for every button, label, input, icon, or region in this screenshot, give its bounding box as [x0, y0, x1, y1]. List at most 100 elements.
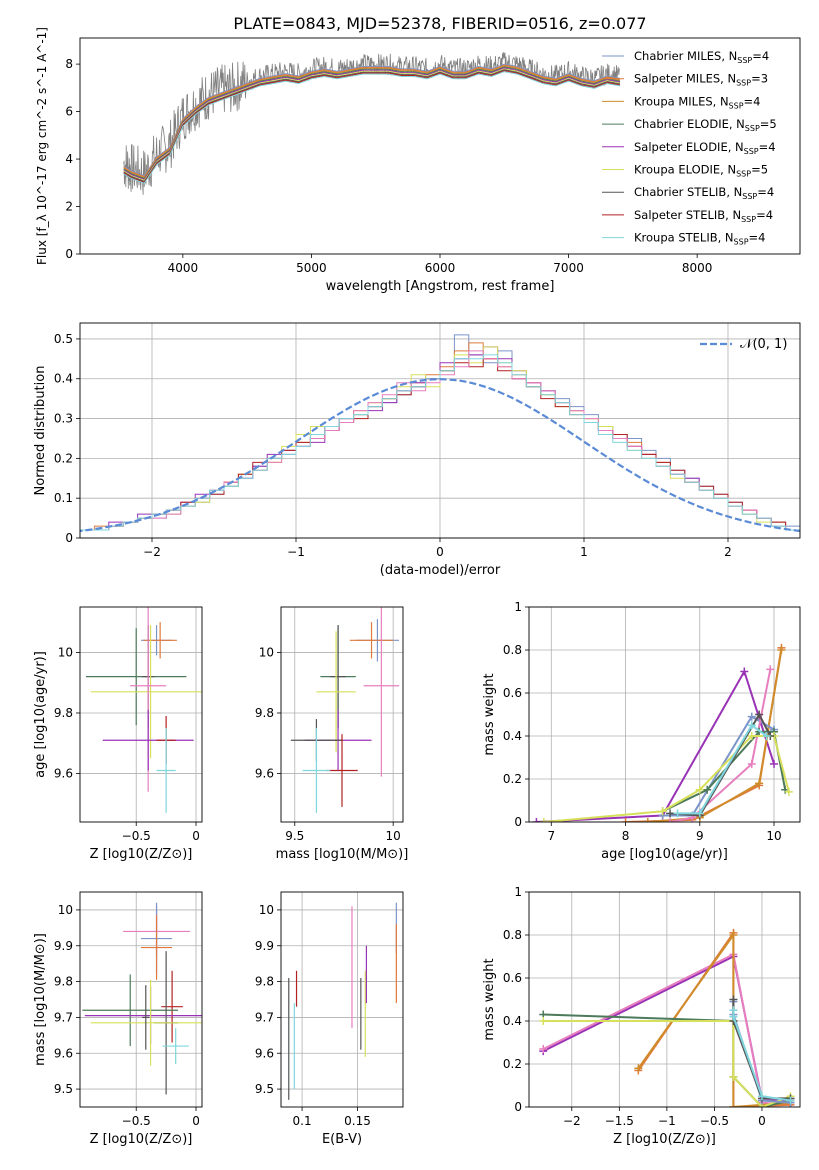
x-tick-label: 7000 [553, 261, 584, 275]
histogram-step-line [80, 354, 800, 531]
model-spectrum-line [123, 66, 621, 180]
y-tick-label: 0.4 [503, 729, 522, 743]
x-tick-label: 0 [758, 1114, 766, 1128]
y-tick-label: 0 [514, 815, 522, 829]
legend-entry-subscript: SSP [741, 215, 756, 224]
axes-frame [528, 606, 801, 823]
axes-frame [280, 606, 404, 823]
plot-area [85, 607, 202, 813]
plot-area [532, 643, 793, 822]
legend-entry-label: Kroupa ELODIE, NSSP=5 [634, 163, 768, 179]
y-axis-label: mass weight [482, 958, 497, 1040]
legend-entry-subscript: SSP [744, 147, 759, 156]
legend-entry-label: Chabrier ELODIE, NSSP=5 [634, 117, 777, 133]
y-tick-label: 0.6 [503, 686, 522, 700]
y-tick-label: 9.5 [54, 1082, 73, 1096]
x-axis-label: Z [log10(Z/Z⊙)] [90, 847, 193, 862]
plot-area [123, 51, 621, 195]
y-tick-label: 0.8 [503, 643, 522, 657]
legend-entry-subscript: SSP [736, 170, 751, 179]
y-tick-label: 4 [65, 152, 73, 166]
y-tick-label: 10 [259, 903, 274, 917]
x-tick-label: 0.15 [344, 1114, 371, 1128]
x-tick-label: 1 [580, 545, 588, 559]
legend-entry-label: Kroupa MILES, NSSP=4 [634, 94, 760, 110]
x-tick-label: 8 [622, 829, 630, 843]
x-axis-label: Z [log10(Z/Z⊙)] [90, 1132, 193, 1147]
y-tick-label: 10 [58, 645, 73, 659]
panel-z_mass: −0.5 0 9.5 9.6 9.7 9.8 9.9 10 Z [log10(Z/Z⊙)] mas… [33, 891, 203, 1147]
legend-entry-label: Chabrier STELIB, NSSP=4 [634, 185, 774, 201]
model-spectrum-line [123, 68, 621, 182]
axes-frame [79, 891, 203, 1108]
y-tick-label: 0.2 [503, 1057, 522, 1071]
y-tick-label: 0.2 [503, 772, 522, 786]
axes-frame [79, 37, 801, 255]
y-tick-label: 9.8 [255, 706, 274, 720]
weight-series-line [670, 712, 772, 817]
y-tick-label: 10 [259, 645, 274, 659]
legend-entry-value: =5 [751, 163, 768, 177]
x-axis-label: Z [log10(Z/Z⊙)] [613, 1132, 716, 1147]
model-spectrum-line [123, 70, 621, 183]
y-tick-label: 9.7 [255, 1010, 274, 1024]
y-tick-label: 9.9 [255, 939, 274, 953]
plot-area [290, 607, 400, 813]
y-tick-label: 0.4 [54, 372, 73, 386]
x-tick-label: 10 [386, 829, 401, 843]
model-spectrum-line [123, 67, 621, 181]
x-tick-label: 0 [436, 545, 444, 559]
gaussian-reference-line [80, 378, 800, 533]
plot-area [288, 902, 397, 1100]
x-tick-label: 4000 [168, 261, 199, 275]
x-tick-label: 9 [696, 829, 704, 843]
legend-entry-value: =4 [744, 94, 761, 108]
legend-entry-label: Salpeter STELIB, NSSP=4 [634, 208, 773, 224]
y-tick-label: 0.4 [503, 1014, 522, 1028]
legend-entry-label: Chabrier MILES, NSSP=4 [634, 49, 769, 65]
y-tick-label: 9.6 [255, 1046, 274, 1060]
y-tick-label: 8 [65, 57, 73, 71]
y-tick-label: 9.6 [54, 767, 73, 781]
x-axis-label: (data-model)/error [380, 563, 501, 578]
legend-entry-value: =4 [756, 208, 773, 222]
legend-entry-subscript: SSP [729, 101, 744, 110]
x-axis-label: wavelength [Angstrom, rest frame] [326, 279, 555, 294]
x-tick-label: −2 [563, 1114, 581, 1128]
x-tick-label: −2 [143, 545, 161, 559]
panel-age_weight: 7 8 9 10 0 0.2 0.4 0.6 0.8 1 age [log10(age/yr)] ma… [482, 600, 801, 862]
axes-frame [528, 891, 801, 1108]
legend-entry-value: =3 [751, 72, 768, 86]
legend-entry-value: =5 [760, 117, 777, 131]
y-tick-label: 6 [65, 105, 73, 119]
legend-entry-subscript: SSP [734, 238, 749, 247]
x-tick-label: 7 [547, 829, 555, 843]
panel-mass_age: 9.5 10 9.6 9.8 10 mass [log10(M/M⊙)] [255, 606, 409, 862]
figure-title: PLATE=0843, MJD=52378, FIBERID=0516, z=0… [233, 14, 646, 33]
legend: Chabrier MILES, NSSP=4 Salpeter MILES, NS… [602, 49, 777, 247]
y-tick-label: 0.6 [503, 971, 522, 985]
panel-residuals: −2 −1 0 1 2 0 0.1 0.2 0.3 0.4 0.5 (data-model)/erro… [33, 322, 801, 578]
x-tick-label: 6000 [425, 261, 456, 275]
y-tick-label: 9.6 [54, 1046, 73, 1060]
weight-series-line [543, 735, 790, 822]
model-spectrum-line [123, 71, 621, 184]
legend-entry-value: =4 [759, 140, 776, 154]
legend-entry-subscript: SSP [745, 124, 760, 133]
observed-spectrum-line [123, 51, 620, 195]
legend-entry-value: =4 [757, 185, 774, 199]
legend-entry-label: Kroupa STELIB, NSSP=4 [634, 231, 765, 247]
y-tick-label: 0.2 [54, 451, 73, 465]
y-tick-label: 10 [58, 903, 73, 917]
x-tick-label: 10 [766, 829, 781, 843]
panel-ebv_mass: 0.1 0.15 9.5 9.6 9.7 9.8 9.9 10 E(B-V) [255, 891, 404, 1147]
y-axis-label: Flux [f_λ 10^-17 erg cm^-2 s^-1 A^-1] [35, 27, 49, 265]
x-axis-label: mass [log10(M/M⊙)] [276, 847, 409, 862]
x-tick-label: −0.5 [122, 1114, 151, 1128]
x-axis-label: age [log10(age/yr)] [601, 847, 728, 862]
y-tick-label: 0.5 [54, 332, 73, 346]
x-tick-label: 9.5 [285, 829, 304, 843]
y-tick-label: 2 [65, 200, 73, 214]
legend-entry-label: Salpeter MILES, NSSP=3 [634, 72, 768, 88]
